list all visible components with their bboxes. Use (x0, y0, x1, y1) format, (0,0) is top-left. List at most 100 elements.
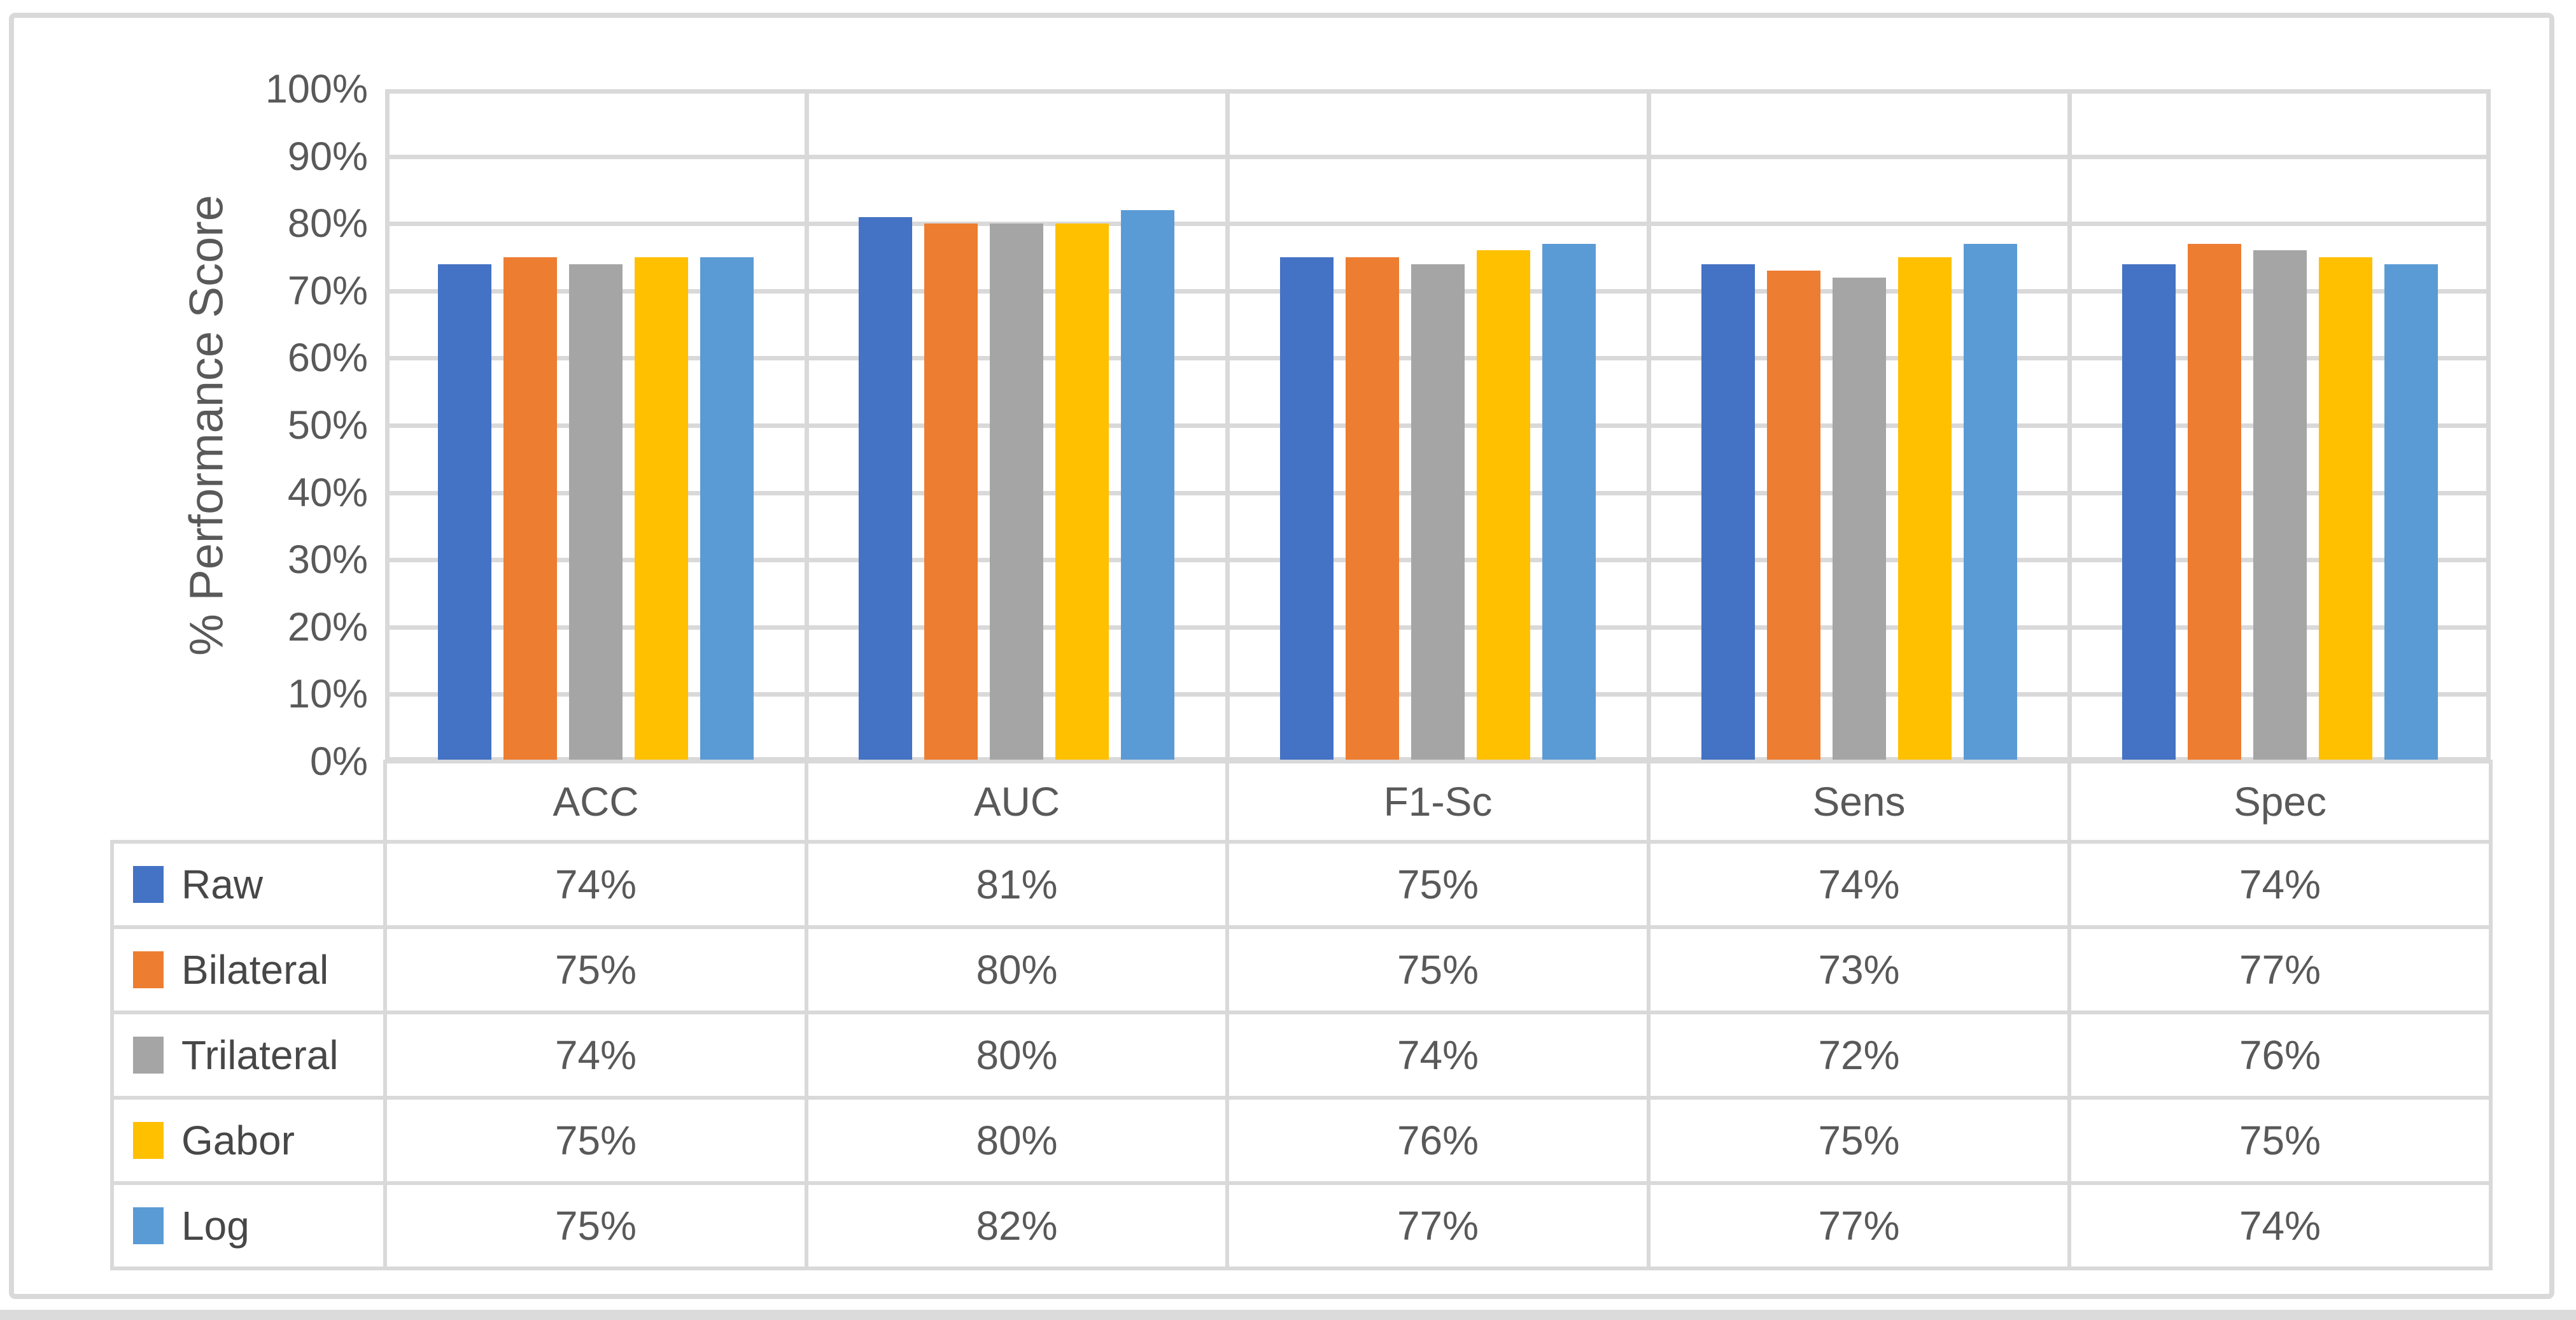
bar-bilateral-spec (2188, 244, 2241, 762)
legend-label-bilateral: Bilateral (181, 947, 329, 993)
table-header-sens: Sens (1812, 779, 1906, 825)
bar-bilateral-sens (1767, 271, 1820, 762)
bar-bilateral-f1-sc (1346, 257, 1399, 762)
table-column-border (805, 760, 808, 1270)
bar-log-acc (700, 257, 754, 762)
y-tick-label: 10% (287, 672, 368, 717)
bar-gabor-auc (1055, 224, 1109, 762)
table-value-log-auc: 82% (976, 1203, 1058, 1249)
table-value-raw-auc: 81% (976, 862, 1058, 907)
table-header-spec: Spec (2234, 779, 2326, 825)
table-left-border (110, 840, 114, 1270)
bar-raw-acc (438, 264, 491, 762)
legend-key-raw (133, 866, 164, 903)
y-axis-line (385, 89, 390, 762)
table-column-border (1225, 760, 1229, 1270)
bar-raw-f1-sc (1280, 257, 1334, 762)
table-value-trilateral-sens: 72% (1818, 1032, 1900, 1078)
bar-bilateral-auc (924, 224, 978, 762)
y-tick-label: 40% (287, 470, 368, 515)
y-tick-label: 20% (287, 604, 368, 649)
bar-trilateral-acc (569, 264, 623, 762)
bar-gabor-spec (2319, 257, 2372, 762)
table-value-trilateral-spec: 76% (2239, 1032, 2321, 1078)
bar-bilateral-acc (503, 257, 557, 762)
table-value-bilateral-acc: 75% (554, 947, 637, 993)
bar-trilateral-sens (1833, 278, 1886, 762)
bar-log-auc (1121, 210, 1174, 762)
table-value-gabor-spec: 75% (2239, 1118, 2321, 1163)
table-column-border (2489, 760, 2493, 1270)
bar-raw-spec (2122, 264, 2176, 762)
y-tick-label: 30% (287, 537, 368, 583)
table-value-bilateral-spec: 77% (2239, 947, 2321, 993)
legend-key-bilateral (133, 951, 164, 988)
table-value-log-f1-sc: 77% (1397, 1203, 1479, 1249)
y-tick-label: 60% (287, 336, 368, 381)
gridline (385, 155, 2491, 159)
table-header-acc: ACC (553, 779, 639, 825)
table-row-border (110, 925, 2493, 929)
bar-gabor-acc (635, 257, 688, 762)
table-value-gabor-auc: 80% (976, 1118, 1058, 1163)
table-column-border (2067, 760, 2071, 1270)
bar-trilateral-f1-sc (1411, 264, 1465, 762)
table-value-gabor-sens: 75% (1818, 1118, 1900, 1163)
plot-area (385, 89, 2491, 762)
y-tick-label: 50% (287, 403, 368, 448)
table-column-border (1647, 760, 1650, 1270)
y-tick-label: 0% (309, 739, 368, 784)
table-value-log-spec: 74% (2239, 1203, 2321, 1249)
bottom-edge-band (0, 1310, 2576, 1320)
category-separator (805, 89, 809, 762)
table-value-bilateral-auc: 80% (976, 947, 1058, 993)
bar-log-f1-sc (1542, 244, 1596, 762)
gridline (385, 222, 2491, 226)
data-table: ACC AUC F1-Sc Sens Spec Raw 74% 81% 75% 74% 74% Bil… (110, 760, 2493, 1270)
table-value-raw-sens: 74% (1818, 862, 1900, 907)
category-separator (2486, 89, 2491, 762)
table-value-raw-spec: 74% (2239, 862, 2321, 907)
y-tick-label: 100% (265, 67, 368, 111)
bar-gabor-sens (1898, 257, 1952, 762)
bar-raw-auc (859, 217, 912, 762)
legend-label-trilateral: Trilateral (181, 1032, 339, 1078)
bar-gabor-f1-sc (1477, 250, 1530, 762)
table-value-trilateral-f1-sc: 74% (1397, 1032, 1479, 1078)
table-value-raw-f1-sc: 75% (1397, 862, 1479, 907)
y-tick-label: 80% (287, 201, 368, 246)
category-separator (2067, 89, 2072, 762)
table-value-bilateral-f1-sc: 75% (1397, 947, 1479, 993)
table-value-log-sens: 77% (1818, 1203, 1900, 1249)
table-value-gabor-acc: 75% (554, 1118, 637, 1163)
table-row-border (110, 1096, 2493, 1100)
category-separator (1225, 89, 1230, 762)
bar-trilateral-auc (990, 224, 1043, 762)
bar-raw-sens (1701, 264, 1755, 762)
table-value-bilateral-sens: 73% (1818, 947, 1900, 993)
bar-log-sens (1964, 244, 2017, 762)
table-header-auc: AUC (973, 779, 1060, 825)
legend-label-gabor: Gabor (181, 1118, 295, 1163)
table-top-border (383, 760, 2493, 763)
legend-key-trilateral (133, 1037, 164, 1074)
table-header-f1-sc: F1-Sc (1383, 779, 1493, 825)
table-value-raw-acc: 74% (554, 862, 637, 907)
bar-trilateral-spec (2253, 250, 2307, 762)
legend-label-raw: Raw (181, 862, 264, 907)
table-value-trilateral-acc: 74% (554, 1032, 637, 1078)
table-row-border (110, 1011, 2493, 1014)
category-separator (1647, 89, 1651, 762)
table-value-gabor-f1-sc: 76% (1397, 1118, 1479, 1163)
table-row-border (110, 840, 2493, 844)
gridline (385, 89, 2491, 94)
legend-key-gabor (133, 1122, 164, 1159)
bar-log-spec (2384, 264, 2438, 762)
table-column-border (383, 760, 387, 1270)
y-tick-label: 70% (287, 268, 368, 313)
legend-key-log (133, 1207, 164, 1244)
y-tick-label: 90% (287, 134, 368, 179)
table-value-log-acc: 75% (554, 1203, 637, 1249)
table-row-border (110, 1267, 2493, 1270)
